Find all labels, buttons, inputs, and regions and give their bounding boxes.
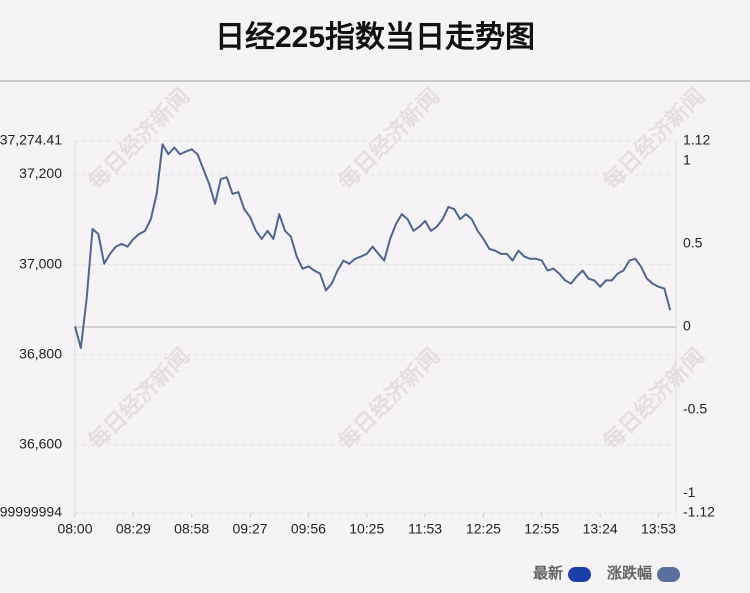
- y2-tick-label: -1: [683, 484, 696, 500]
- y2-tick-label: 0: [683, 318, 691, 334]
- x-tick-label: 12:25: [466, 521, 501, 537]
- x-tick-label: 11:53: [408, 521, 442, 537]
- chart-title: 日经225指数当日走势图: [215, 20, 535, 54]
- y-tick-label: 37,200: [19, 165, 62, 181]
- y2-tick-label: -0.5: [683, 401, 707, 417]
- legend-swatch: [568, 567, 592, 582]
- price-line: [74, 143, 672, 349]
- y2-tick-label: 1.12: [683, 132, 710, 148]
- y-tick-label: 36,600: [19, 436, 62, 452]
- plot-area: 36,448.7999999994 36,600 36,800 37,000 37,20…: [0, 132, 715, 582]
- legend-label: 涨跌幅: [607, 564, 652, 582]
- y2-tick-label: 0.5: [683, 235, 703, 251]
- legend-label: 最新: [533, 564, 563, 582]
- x-tick-label: 09:56: [291, 521, 326, 537]
- y2-tick-label: 1: [683, 152, 691, 168]
- y-tick-label: 37,000: [19, 255, 62, 271]
- x-tick-label: 08:58: [174, 521, 209, 537]
- x-tick-label: 08:00: [57, 521, 92, 537]
- y-tick-label: 36,800: [19, 345, 62, 361]
- x-tick-label: 09:27: [233, 521, 268, 537]
- y-tick-label: 36,448.7999999994: [0, 504, 62, 520]
- x-tick-label: 10:25: [349, 521, 384, 537]
- x-tick-label: 08:29: [116, 521, 151, 537]
- legend-swatch: [657, 567, 681, 582]
- x-tick-label: 13:53: [641, 521, 676, 537]
- x-tick-label: 13:24: [583, 521, 618, 537]
- y-tick-label: 37,274.41: [0, 132, 62, 148]
- x-tick-label: 12:55: [524, 521, 559, 537]
- y2-tick-label: -1.12: [683, 504, 715, 520]
